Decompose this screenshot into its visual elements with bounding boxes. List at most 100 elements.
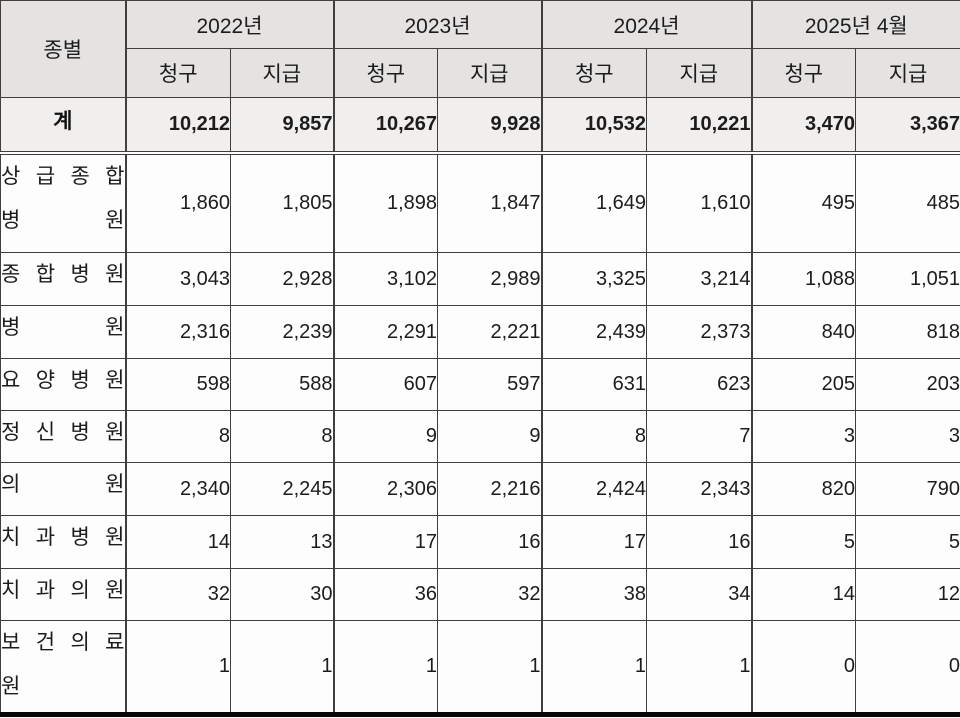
header-sub-row: 청구 지급 청구 지급 청구 지급 청구 지급 <box>1 48 960 98</box>
cell: 32 <box>437 568 543 621</box>
table-row-clinic: 의 원 2,340 2,245 2,306 2,216 2,424 2,343 … <box>0 462 960 516</box>
cell: 1,847 <box>437 152 543 253</box>
cell: 1,610 <box>646 152 753 253</box>
cell: 5 <box>750 515 857 569</box>
col-header-paid: 지급 <box>855 48 960 98</box>
cell: 2,439 <box>540 305 648 359</box>
row-label: 병 원 <box>0 305 126 359</box>
cell: 8 <box>540 410 648 463</box>
cell: 588 <box>229 358 335 411</box>
cell: 203 <box>855 358 960 411</box>
row-label: 계 <box>0 97 126 155</box>
year-header-2023: 2023년 <box>332 0 543 49</box>
col-header-paid: 지급 <box>229 48 335 98</box>
col-header-paid: 지급 <box>437 48 543 98</box>
row-label: 상 급 종 합 병 원 <box>0 152 126 253</box>
cell: 2,216 <box>437 462 543 516</box>
year-header-2025-apr: 2025년 4월 <box>750 0 960 49</box>
cell: 2,245 <box>229 462 335 516</box>
cell: 0 <box>855 620 960 717</box>
cell: 1,898 <box>332 152 439 253</box>
cell: 17 <box>540 515 648 569</box>
cell: 840 <box>750 305 857 359</box>
row-label: 치 과 병 원 <box>0 515 126 569</box>
table-row-dental-clinic: 치 과 의 원 32 30 36 32 38 34 14 12 <box>0 568 960 621</box>
cell: 7 <box>646 410 753 463</box>
row-label: 보 건 의 료 원 <box>0 620 126 717</box>
cell: 2,928 <box>229 252 335 306</box>
table-row-dental-hospital: 치 과 병 원 14 13 17 16 17 16 5 5 <box>0 515 960 569</box>
table-row-tertiary-general-hospital: 상 급 종 합 병 원 1,860 1,805 1,898 1,847 1,64… <box>0 152 960 253</box>
cell: 1,088 <box>750 252 857 306</box>
cell: 2,340 <box>124 462 231 516</box>
cell: 9,928 <box>437 97 543 155</box>
cell: 1 <box>437 620 543 717</box>
row-label: 의 원 <box>0 462 126 516</box>
cell: 13 <box>229 515 335 569</box>
cell: 2,291 <box>332 305 439 359</box>
row-label: 정 신 병 원 <box>0 410 126 463</box>
cell: 2,306 <box>332 462 439 516</box>
col-header-claim: 청구 <box>332 48 439 98</box>
table-row-nursing-hospital: 요 양 병 원 598 588 607 597 631 623 205 203 <box>0 358 960 411</box>
cell: 820 <box>750 462 857 516</box>
cell: 8 <box>124 410 231 463</box>
cell: 3,214 <box>646 252 753 306</box>
corner-header-type: 종별 <box>0 0 126 98</box>
cell: 36 <box>332 568 439 621</box>
col-header-claim: 청구 <box>124 48 231 98</box>
cell: 1 <box>646 620 753 717</box>
cell: 1,860 <box>124 152 231 253</box>
cell: 16 <box>646 515 753 569</box>
cell: 10,212 <box>124 97 231 155</box>
cell: 485 <box>855 152 960 253</box>
cell: 2,316 <box>124 305 231 359</box>
cell: 14 <box>750 568 857 621</box>
cell: 10,221 <box>646 97 753 155</box>
table-row-mental-hospital: 정 신 병 원 8 8 9 9 8 7 3 3 <box>0 410 960 463</box>
cell: 495 <box>750 152 857 253</box>
cell: 2,239 <box>229 305 335 359</box>
cell: 1 <box>229 620 335 717</box>
cell: 598 <box>124 358 231 411</box>
cell: 3 <box>750 410 857 463</box>
col-header-paid: 지급 <box>646 48 753 98</box>
cell: 3 <box>855 410 960 463</box>
cell: 3,043 <box>124 252 231 306</box>
cell: 0 <box>750 620 857 717</box>
cell: 9,857 <box>229 97 335 155</box>
cell: 1 <box>332 620 439 717</box>
cell: 1 <box>540 620 648 717</box>
cell: 34 <box>646 568 753 621</box>
cell: 818 <box>855 305 960 359</box>
cell: 2,989 <box>437 252 543 306</box>
header-year-row: 종별 2022년 2023년 2024년 2025년 4월 <box>0 0 960 98</box>
cell: 14 <box>124 515 231 569</box>
cell: 10,532 <box>540 97 648 155</box>
cell: 2,221 <box>437 305 543 359</box>
cell: 3,102 <box>332 252 439 306</box>
year-header-2022: 2022년 <box>124 0 335 49</box>
cell: 3,470 <box>750 97 857 155</box>
cell: 790 <box>855 462 960 516</box>
cell: 17 <box>332 515 439 569</box>
row-label: 종 합 병 원 <box>0 252 126 306</box>
cell: 1,649 <box>540 152 648 253</box>
cell: 2,424 <box>540 462 648 516</box>
cell: 16 <box>437 515 543 569</box>
row-label: 요 양 병 원 <box>0 358 126 411</box>
cell: 9 <box>437 410 543 463</box>
cell: 10,267 <box>332 97 439 155</box>
cell: 12 <box>855 568 960 621</box>
cell: 205 <box>750 358 857 411</box>
cell: 1,805 <box>229 152 335 253</box>
cell: 3,367 <box>855 97 960 155</box>
cell: 5 <box>855 515 960 569</box>
table-row-general-hospital: 종 합 병 원 3,043 2,928 3,102 2,989 3,325 3,… <box>0 252 960 306</box>
col-header-claim: 청구 <box>540 48 648 98</box>
table-row-hospital: 병 원 2,316 2,239 2,291 2,221 2,439 2,373 … <box>0 305 960 359</box>
cell: 8 <box>229 410 335 463</box>
cell: 2,343 <box>646 462 753 516</box>
